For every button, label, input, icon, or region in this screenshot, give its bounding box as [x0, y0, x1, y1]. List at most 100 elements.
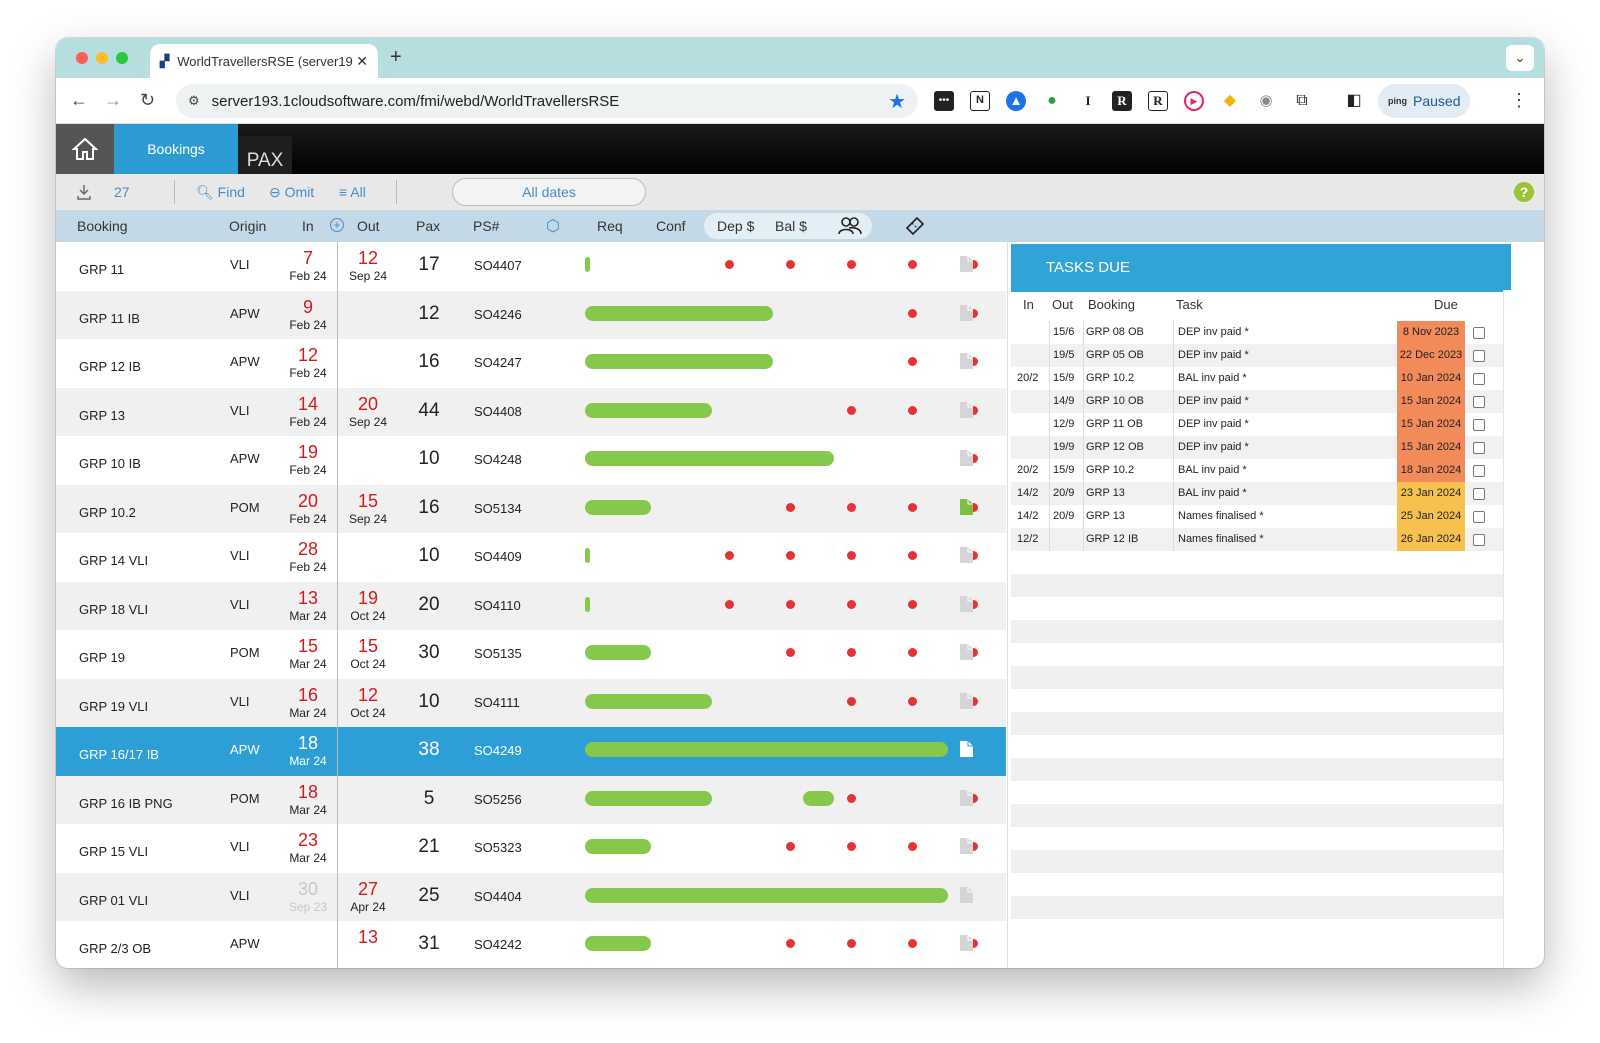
close-window-button[interactable] — [76, 52, 88, 64]
password-extension-icon[interactable]: ••• — [934, 91, 954, 111]
document-icon[interactable] — [960, 353, 973, 369]
arrow-extension-icon[interactable]: ▲ — [1006, 91, 1026, 111]
col-out[interactable]: Out — [357, 218, 380, 234]
r-dark-extension-icon[interactable]: R — [1112, 91, 1132, 111]
document-icon[interactable] — [960, 741, 973, 757]
colorful-extension-icon[interactable]: ◆ — [1223, 92, 1237, 109]
booking-row[interactable]: GRP 2/3 OB APW 13 31 SO4242 — [56, 921, 1006, 968]
col-ps[interactable]: PS# — [473, 218, 500, 234]
booking-row[interactable]: GRP 19 VLI VLI 16 Mar 24 12 Oct 24 10 SO4111 — [56, 678, 1006, 727]
close-tab-icon[interactable]: ✕ — [356, 52, 368, 69]
notion-extension-icon[interactable]: N — [970, 91, 990, 111]
task-done-checkbox[interactable] — [1473, 327, 1485, 339]
task-done-checkbox[interactable] — [1473, 465, 1485, 477]
task-row[interactable]: 20/2 15/9 GRP 10.2 BAL inv paid * 18 Jan 202… — [1011, 459, 1503, 482]
col-bal[interactable]: Bal $ — [775, 218, 807, 234]
task-done-checkbox[interactable] — [1473, 488, 1485, 500]
booking-row[interactable]: GRP 11 IB APW 9 Feb 24 12 SO4246 — [56, 290, 1006, 339]
profile-button[interactable]: ping Paused — [1378, 84, 1470, 118]
document-icon[interactable] — [960, 401, 973, 418]
people-icon[interactable] — [837, 216, 863, 236]
col-origin[interactable]: Origin — [229, 218, 267, 234]
document-icon[interactable] — [960, 935, 973, 951]
task-done-checkbox[interactable] — [1473, 373, 1485, 385]
booking-row[interactable]: GRP 15 VLI VLI 23 Mar 24 21 SO5323 — [56, 824, 1006, 873]
help-icon[interactable]: ? — [1514, 182, 1534, 202]
task-done-checkbox[interactable] — [1473, 350, 1485, 362]
task-row[interactable]: 12/2 GRP 12 IB Names finalised * 26 Jan 202… — [1011, 528, 1503, 551]
document-icon[interactable] — [960, 692, 973, 709]
task-row[interactable]: 19/9 GRP 12 OB DEP inv paid * 15 Jan 2024 — [1011, 436, 1503, 459]
booking-row[interactable]: GRP 10.2 POM 20 Feb 24 15 Sep 24 16 SO5134 — [56, 484, 1006, 533]
home-button[interactable] — [56, 124, 114, 174]
italic-extension-icon[interactable]: I — [1085, 93, 1091, 108]
task-done-checkbox[interactable] — [1473, 534, 1485, 546]
task-done-checkbox[interactable] — [1473, 419, 1485, 431]
booking-row[interactable]: GRP 01 VLI VLI 30 Sep 23 27 Apr 24 25 SO4404 — [56, 872, 1006, 921]
omit-button[interactable]: ⊖ Omit — [269, 184, 314, 201]
task-row[interactable]: 12/9 GRP 11 OB DEP inv paid * 15 Jan 2024 — [1011, 413, 1503, 436]
task-row[interactable]: 14/9 GRP 10 OB DEP inv paid * 15 Jan 2024 — [1011, 390, 1503, 413]
all-button[interactable]: ≡ All — [339, 184, 366, 200]
maximize-window-button[interactable] — [116, 52, 128, 64]
ticket-icon[interactable] — [903, 214, 927, 238]
minimize-window-button[interactable] — [96, 52, 108, 64]
sidepanel-icon[interactable]: ◧ — [1346, 92, 1362, 109]
puzzle-extensions-icon[interactable]: ⧉ — [1296, 92, 1308, 109]
browser-menu-icon[interactable]: ⋮ — [1510, 90, 1528, 110]
col-conf[interactable]: Conf — [656, 218, 686, 234]
booking-row[interactable]: GRP 19 POM 15 Mar 24 15 Oct 24 30 SO5135 — [56, 630, 1006, 679]
booking-row[interactable]: GRP 16 IB PNG POM 18 Mar 24 5 SO5256 — [56, 775, 1006, 824]
evernote-extension-icon[interactable]: ● — [1047, 92, 1057, 109]
camera-extension-icon[interactable]: ◉ — [1259, 92, 1273, 109]
date-filter-button[interactable]: All dates — [452, 178, 646, 206]
document-icon[interactable] — [960, 886, 973, 903]
box-icon[interactable]: ⬡ — [546, 218, 560, 235]
document-icon[interactable] — [960, 256, 973, 272]
site-info-icon[interactable]: ⚙ — [188, 93, 200, 108]
document-icon[interactable] — [960, 644, 973, 660]
task-row[interactable]: 14/2 20/9 GRP 13 Names finalised * 25 Jan 20… — [1011, 505, 1503, 528]
tasks-scrollbar[interactable] — [1503, 290, 1511, 968]
col-pax[interactable]: Pax — [416, 218, 441, 234]
reload-icon[interactable]: ↻ — [140, 90, 156, 110]
document-icon[interactable] — [960, 838, 973, 854]
booking-row[interactable]: GRP 18 VLI VLI 13 Mar 24 19 Oct 24 20 SO4110 — [56, 581, 1006, 630]
booking-row[interactable]: GRP 11 VLI 7 Feb 24 12 Sep 24 17 SO4407 — [56, 242, 1006, 291]
document-icon[interactable] — [960, 304, 973, 321]
document-icon[interactable] — [960, 595, 973, 612]
address-bar[interactable]: ⚙ server193.1cloudsoftware.com/fmi/webd/… — [176, 84, 918, 118]
booking-row[interactable]: GRP 16/17 IB APW 18 Mar 24 38 SO4249 — [56, 727, 1006, 776]
task-row[interactable]: 19/5 GRP 05 OB DEP inv paid * 22 Dec 2023 — [1011, 344, 1503, 367]
booking-row[interactable]: GRP 14 VLI VLI 28 Feb 24 10 SO4409 — [56, 533, 1006, 582]
col-req[interactable]: Req — [597, 218, 623, 234]
download-icon[interactable] — [76, 184, 92, 200]
tab-search-chevron-icon[interactable]: ⌄ — [1506, 45, 1534, 71]
task-done-checkbox[interactable] — [1473, 396, 1485, 408]
task-row[interactable]: 14/2 20/9 GRP 13 BAL inv paid * 23 Jan 2024 — [1011, 482, 1503, 505]
tab-bookings[interactable]: Bookings — [114, 124, 238, 174]
booking-row[interactable]: GRP 10 IB APW 19 Feb 24 10 SO4248 — [56, 436, 1006, 485]
booking-row[interactable]: GRP 13 VLI 14 Feb 24 20 Sep 24 44 SO4408 — [56, 387, 1006, 436]
document-icon[interactable] — [960, 450, 973, 466]
task-done-checkbox[interactable] — [1473, 511, 1485, 523]
r-outline-extension-icon[interactable]: R — [1148, 91, 1168, 111]
booking-row[interactable]: GRP 12 IB APW 12 Feb 24 16 SO4247 — [56, 339, 1006, 388]
new-tab-button[interactable]: + — [390, 46, 402, 68]
document-icon[interactable] — [960, 547, 973, 563]
play-extension-icon[interactable]: ▶ — [1184, 91, 1204, 111]
task-row[interactable]: 15/6 GRP 08 OB DEP inv paid * 8 Nov 2023 — [1011, 321, 1503, 344]
forward-arrow-icon[interactable]: → — [104, 90, 122, 110]
add-circle-icon[interactable]: + — [330, 218, 344, 232]
col-in[interactable]: In — [302, 218, 314, 234]
document-icon[interactable] — [960, 498, 973, 515]
back-arrow-icon[interactable]: ← — [70, 90, 88, 110]
document-icon[interactable] — [960, 789, 973, 806]
bookmark-star-icon[interactable]: ★ — [888, 90, 906, 113]
browser-tab[interactable]: ▞ WorldTravellersRSE (server19 ✕ — [150, 44, 378, 78]
col-booking[interactable]: Booking — [77, 218, 128, 234]
col-dep[interactable]: Dep $ — [717, 218, 755, 234]
find-button[interactable]: 🔍︎ Find — [196, 184, 245, 201]
task-done-checkbox[interactable] — [1473, 442, 1485, 454]
task-row[interactable]: 20/2 15/9 GRP 10.2 BAL inv paid * 10 Jan 202… — [1011, 367, 1503, 390]
